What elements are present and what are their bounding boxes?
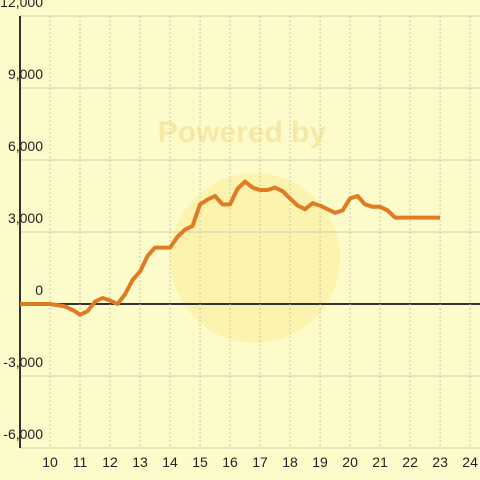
x-tick-label: 20 [342, 454, 358, 470]
y-tick-label: 0 [35, 282, 43, 298]
x-tick-label: 24 [462, 454, 478, 470]
data-line [20, 179, 441, 317]
watermark: Powered by [158, 116, 327, 149]
x-tick-label: 10 [42, 454, 58, 470]
x-tick-label: 17 [252, 454, 268, 470]
x-tick-label: 18 [282, 454, 298, 470]
x-tick-label: 14 [162, 454, 178, 470]
x-tick-label: 15 [192, 454, 208, 470]
y-tick-label: 3,000 [8, 210, 43, 226]
y-tick-label: 9,000 [8, 66, 43, 82]
x-tick-label: 13 [132, 454, 148, 470]
x-tick-label: 12 [102, 454, 118, 470]
y-tick-label: 6,000 [8, 138, 43, 154]
x-tick-label: 22 [402, 454, 418, 470]
x-tick-label: 16 [222, 454, 238, 470]
x-tick-label: 21 [372, 454, 388, 470]
x-tick-label: 11 [73, 454, 88, 470]
y-tick-label: -6,000 [3, 426, 43, 442]
x-tick-label: 23 [432, 454, 448, 470]
x-tick-label: 19 [312, 454, 328, 470]
y-tick-label: -3,000 [3, 354, 43, 370]
watermark-logo [170, 173, 340, 343]
y-tick-label: 12,000 [0, 0, 43, 10]
